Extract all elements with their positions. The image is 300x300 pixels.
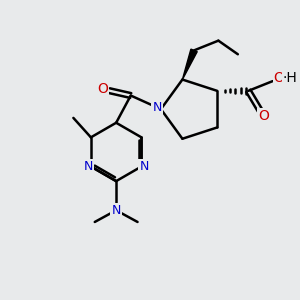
Text: O: O [97, 82, 108, 96]
Text: N: N [112, 204, 121, 217]
Text: N: N [83, 160, 93, 173]
Text: O: O [258, 109, 269, 123]
Text: ·H: ·H [282, 71, 297, 85]
Text: O: O [274, 71, 284, 85]
Text: N: N [140, 160, 149, 173]
Text: N: N [152, 101, 162, 114]
Polygon shape [182, 49, 197, 80]
